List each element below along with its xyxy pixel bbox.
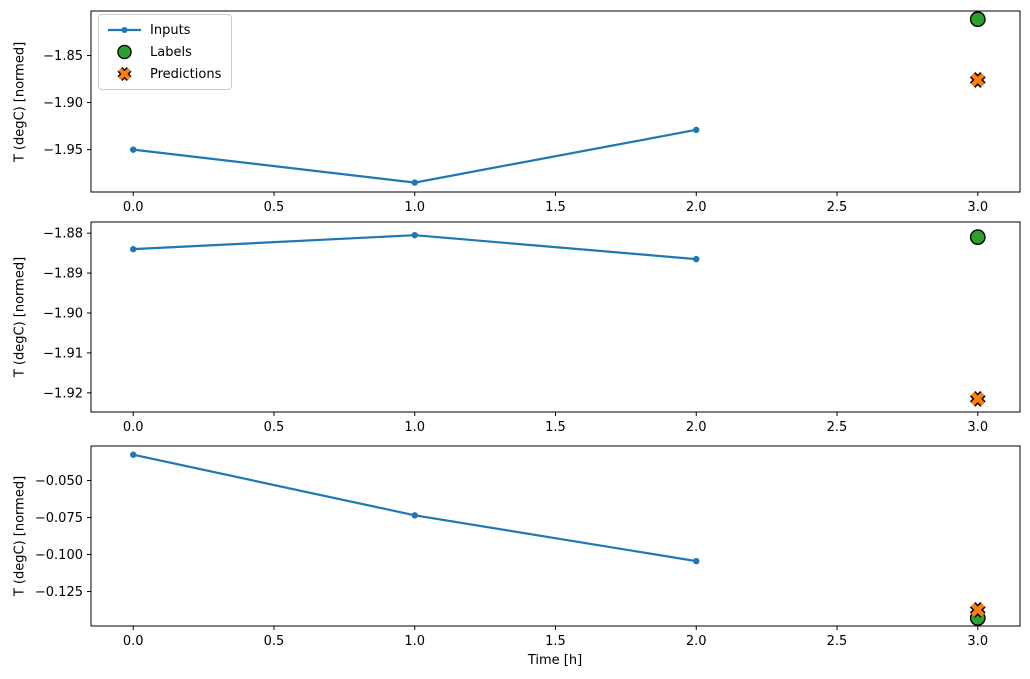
predictions-marker (970, 73, 985, 87)
y-tick-label: −1.90 (43, 307, 83, 322)
y-tick-label: −1.90 (43, 96, 83, 111)
legend-item-inputs: Inputs (106, 19, 221, 41)
predictions-marker (970, 603, 985, 617)
x-tick-label: 0.5 (264, 420, 285, 435)
x-axis-label: Time [h] (527, 653, 583, 668)
inputs-point-marker (693, 255, 700, 263)
x-tick-label: 1.0 (404, 200, 425, 215)
inputs-point-marker (411, 231, 418, 239)
x-tick-label: 1.0 (404, 420, 425, 435)
y-tick-label: −1.91 (43, 346, 83, 361)
x-tick-label: 2.5 (827, 420, 848, 435)
x-tick-label: 1.5 (545, 200, 566, 215)
inputs-line (133, 234, 697, 261)
inputs-point-marker (130, 245, 137, 253)
inputs-point-marker (130, 146, 137, 153)
y-tick-label: −1.89 (43, 267, 83, 282)
legend-item-labels: Labels (106, 41, 221, 63)
x-tick-label: 3.0 (967, 200, 988, 215)
x-tick-label: 0.5 (264, 634, 285, 649)
y-tick-label: −0.050 (35, 474, 83, 489)
x-tick-label: 3.0 (967, 420, 988, 435)
legend-label-labels: Labels (150, 44, 192, 60)
axes-frame-subplot-3 (90, 445, 1021, 627)
legend-item-predictions: Predictions (106, 63, 221, 85)
predictions-x-icon (117, 66, 132, 82)
y-axis-label-subplot-1: T (degC) [normed] (12, 41, 28, 163)
x-tick-label: 1.5 (545, 634, 566, 649)
y-tick-label: −1.92 (43, 386, 83, 401)
x-tick-label: 2.5 (827, 200, 848, 215)
x-tick-label: 3.0 (967, 634, 988, 649)
inputs-line (132, 453, 697, 563)
x-tick-label: 0.0 (123, 420, 144, 435)
x-tick-label: 0.5 (264, 200, 285, 215)
inputs-point-marker (693, 557, 700, 565)
x-tick-label: 2.5 (827, 634, 848, 649)
inputs-point-marker (693, 126, 700, 134)
x-tick-label: 0.0 (123, 634, 144, 649)
x-tick-label: 2.0 (686, 634, 707, 649)
labels-marker (969, 229, 986, 246)
x-tick-label: 2.0 (686, 200, 707, 215)
y-tick-label: −0.075 (35, 511, 83, 526)
axes-frame-subplot-2 (90, 221, 1021, 413)
predictions-marker (970, 392, 985, 406)
y-tick-label: −0.125 (35, 585, 83, 600)
labels-circle-icon (117, 44, 132, 60)
legend-line-dot (121, 27, 128, 33)
legend: Inputs Labels Predictions (98, 14, 233, 90)
x-tick-label: 1.5 (545, 420, 566, 435)
y-axis-label-subplot-2: T (degC) [normed] (12, 256, 28, 378)
legend-circle-sample (117, 44, 132, 60)
legend-label-predictions: Predictions (150, 66, 222, 82)
legend-x-sample (118, 67, 131, 81)
x-tick-label: 0.0 (123, 200, 144, 215)
y-tick-label: −1.88 (43, 227, 83, 242)
inputs-point-marker (130, 451, 137, 458)
y-axis-label-subplot-3: T (degC) [normed] (12, 475, 28, 597)
inputs-line (133, 128, 697, 184)
y-tick-label: −1.95 (43, 143, 83, 158)
inputs-point-marker (411, 512, 418, 519)
inputs-point-marker (411, 179, 418, 186)
y-tick-label: −1.85 (43, 49, 83, 64)
labels-marker (969, 11, 986, 28)
inputs-line-icon (108, 27, 141, 33)
x-tick-label: 1.0 (404, 634, 425, 649)
x-tick-label: 2.0 (686, 420, 707, 435)
y-tick-label: −0.100 (35, 548, 83, 563)
legend-label-inputs: Inputs (150, 22, 191, 38)
